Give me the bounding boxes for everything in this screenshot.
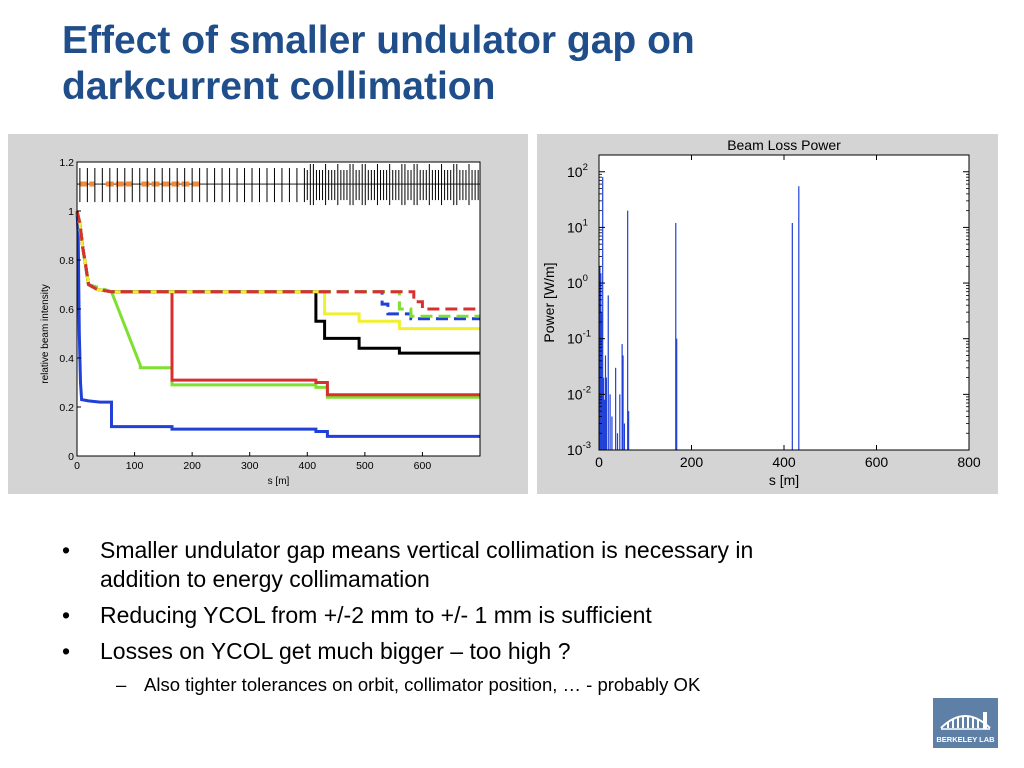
slide-title: Effect of smaller undulator gap on darkc… [62, 18, 962, 110]
y-tick-label: 0.4 [59, 353, 74, 365]
y-tick-label: 100 [567, 273, 588, 291]
bullet-list: • Smaller undulator gap means vertical c… [62, 536, 962, 704]
bullet-text: Reducing YCOL from +/-2 mm to +/- 1 mm i… [100, 602, 652, 628]
y-axis-label: relative beam intensity [40, 284, 51, 384]
bullet-item: • Losses on YCOL get much bigger – too h… [62, 637, 962, 666]
x-tick-label: 0 [74, 460, 80, 472]
x-tick-label: 300 [241, 460, 259, 472]
bullet-item: • Reducing YCOL from +/-2 mm to +/- 1 mm… [62, 601, 962, 630]
x-tick-label: 200 [680, 454, 704, 470]
x-tick-label: 800 [957, 454, 981, 470]
lattice-strip [77, 164, 480, 206]
beam-intensity-chart-panel: 0 100 200 300 400 500 600 0 0.2 0.4 0.6 0.8 1 1.2 s [m… [8, 134, 528, 494]
axes-1: 0 100 200 300 400 500 600 0 0.2 0.4 0.6 0.8 1 1.2 s [m… [40, 157, 481, 487]
plot-area [77, 162, 480, 456]
bullet-marker: • [62, 602, 71, 628]
x-tick-label: 400 [299, 460, 317, 472]
x-tick-label: 600 [865, 454, 889, 470]
y-tick-label: 0 [68, 451, 74, 463]
x-axis-label: s [m] [769, 472, 799, 488]
title-line-1: Effect of smaller undulator gap on [62, 19, 695, 62]
title-line-2: darkcurrent collimation [62, 65, 496, 108]
bullet-marker: • [62, 537, 71, 563]
y-tick-label: 10-1 [567, 329, 591, 347]
sub-bullet-text: Also tighter tolerances on orbit, collim… [144, 674, 701, 695]
beam-intensity-chart: 0 100 200 300 400 500 600 0 0.2 0.4 0.6 0.8 1 1.2 s [m… [40, 157, 481, 487]
x-tick-label: 600 [414, 460, 432, 472]
chart-title: Beam Loss Power [727, 137, 841, 153]
y-tick-label: 10-2 [567, 384, 591, 402]
sub-bullet-item: – Also tighter tolerances on orbit, coll… [62, 673, 962, 697]
bullet-text: Losses on YCOL get much bigger – too hig… [100, 638, 571, 664]
intensity-series-line [75, 210, 480, 311]
sub-bullet-marker: – [116, 674, 127, 695]
x-tick-label: 100 [126, 460, 144, 472]
plot-area [599, 155, 969, 450]
x-tick-label: 200 [183, 460, 201, 472]
y-tick-label: 1.2 [59, 157, 74, 169]
y-tick-label: 0.8 [59, 255, 74, 267]
y-tick-label: 1 [68, 206, 74, 218]
laboratory-building-icon [940, 712, 991, 730]
bullet-item: • Smaller undulator gap means vertical c… [62, 536, 962, 594]
y-tick-label: 10-3 [567, 440, 591, 458]
x-axis-label: s [m] [268, 476, 290, 487]
axes-2: 102 101 100 10-1 10-2 10-30 200 400 600 800 Beam L… [541, 137, 981, 488]
y-axis-label: Power [W/m] [541, 262, 557, 342]
berkeley-lab-logo: BERKELEY LAB [933, 698, 998, 748]
bullet-text: Smaller undulator gap means vertical col… [100, 537, 754, 563]
x-tick-label: 500 [356, 460, 374, 472]
y-tick-label: 0.6 [59, 304, 74, 316]
beam-loss-power-chart: 102 101 100 10-1 10-2 10-30 200 400 600 800 Beam L… [541, 137, 981, 488]
bullet-marker: • [62, 638, 71, 664]
y-tick-label: 0.2 [59, 402, 74, 414]
logo-text: BERKELEY LAB [936, 735, 995, 744]
y-tick-label: 102 [567, 162, 588, 180]
bullet-text-continued: addition to energy collimamation [100, 566, 430, 592]
beam-loss-chart-panel: 102 101 100 10-1 10-2 10-3 0 200 400 600 800 Beam L… [537, 134, 998, 494]
y-tick-label: 101 [567, 217, 588, 235]
x-tick-label: 400 [772, 454, 796, 470]
x-tick-label: 0 [595, 454, 603, 470]
